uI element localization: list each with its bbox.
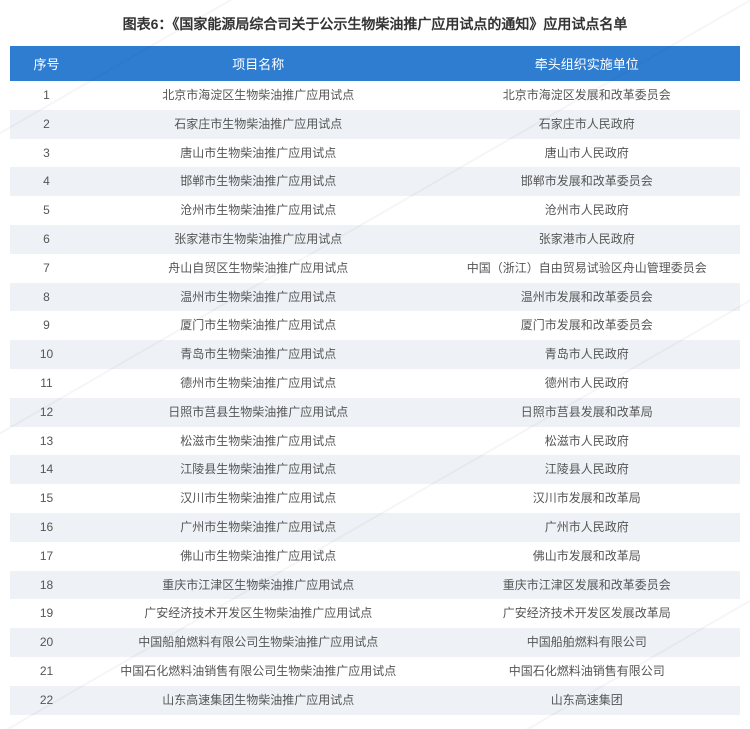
table-row: 5沧州市生物柴油推广应用试点沧州市人民政府 (10, 196, 740, 225)
table-body: 1北京市海淀区生物柴油推广应用试点北京市海淀区发展和改革委员会2石家庄市生物柴油… (10, 81, 740, 715)
cell-organization: 北京市海淀区发展和改革委员会 (433, 81, 740, 110)
table-row: 22山东高速集团生物柴油推广应用试点山东高速集团 (10, 686, 740, 715)
table-row: 2石家庄市生物柴油推广应用试点石家庄市人民政府 (10, 110, 740, 139)
cell-index: 9 (10, 311, 83, 340)
cell-organization: 江陵县人民政府 (433, 455, 740, 484)
table-row: 4邯郸市生物柴油推广应用试点邯郸市发展和改革委员会 (10, 167, 740, 196)
cell-organization: 青岛市人民政府 (433, 340, 740, 369)
table-row: 8温州市生物柴油推广应用试点温州市发展和改革委员会 (10, 283, 740, 312)
table-row: 7舟山自贸区生物柴油推广应用试点中国（浙江）自由贸易试验区舟山管理委员会 (10, 254, 740, 283)
cell-organization: 松滋市人民政府 (433, 427, 740, 456)
cell-index: 13 (10, 427, 83, 456)
cell-index: 4 (10, 167, 83, 196)
cell-project-name: 山东高速集团生物柴油推广应用试点 (83, 686, 433, 715)
table-row: 13松滋市生物柴油推广应用试点松滋市人民政府 (10, 427, 740, 456)
table-row: 16广州市生物柴油推广应用试点广州市人民政府 (10, 513, 740, 542)
cell-project-name: 广州市生物柴油推广应用试点 (83, 513, 433, 542)
cell-index: 11 (10, 369, 83, 398)
cell-project-name: 江陵县生物柴油推广应用试点 (83, 455, 433, 484)
col-header-index: 序号 (10, 46, 83, 81)
cell-organization: 汉川市发展和改革局 (433, 484, 740, 513)
cell-project-name: 邯郸市生物柴油推广应用试点 (83, 167, 433, 196)
table-row: 11德州市生物柴油推广应用试点德州市人民政府 (10, 369, 740, 398)
table-row: 15汉川市生物柴油推广应用试点汉川市发展和改革局 (10, 484, 740, 513)
chart-title: 图表6：《国家能源局综合司关于公示生物柴油推广应用试点的通知》应用试点名单 (10, 14, 740, 34)
table-row: 17佛山市生物柴油推广应用试点佛山市发展和改革局 (10, 542, 740, 571)
cell-organization: 邯郸市发展和改革委员会 (433, 167, 740, 196)
cell-project-name: 温州市生物柴油推广应用试点 (83, 283, 433, 312)
table-header-row: 序号 项目名称 牵头组织实施单位 (10, 46, 740, 81)
cell-project-name: 中国石化燃料油销售有限公司生物柴油推广应用试点 (83, 657, 433, 686)
cell-project-name: 张家港市生物柴油推广应用试点 (83, 225, 433, 254)
cell-organization: 中国石化燃料油销售有限公司 (433, 657, 740, 686)
table-row: 21中国石化燃料油销售有限公司生物柴油推广应用试点中国石化燃料油销售有限公司 (10, 657, 740, 686)
cell-project-name: 汉川市生物柴油推广应用试点 (83, 484, 433, 513)
cell-organization: 唐山市人民政府 (433, 139, 740, 168)
cell-organization: 广州市人民政府 (433, 513, 740, 542)
cell-project-name: 北京市海淀区生物柴油推广应用试点 (83, 81, 433, 110)
col-header-project-name: 项目名称 (83, 46, 433, 81)
cell-index: 18 (10, 571, 83, 600)
cell-project-name: 松滋市生物柴油推广应用试点 (83, 427, 433, 456)
cell-organization: 厦门市发展和改革委员会 (433, 311, 740, 340)
cell-index: 1 (10, 81, 83, 110)
cell-index: 14 (10, 455, 83, 484)
cell-project-name: 中国船舶燃料有限公司生物柴油推广应用试点 (83, 628, 433, 657)
cell-organization: 德州市人民政府 (433, 369, 740, 398)
cell-project-name: 日照市莒县生物柴油推广应用试点 (83, 398, 433, 427)
cell-index: 5 (10, 196, 83, 225)
cell-index: 20 (10, 628, 83, 657)
cell-project-name: 佛山市生物柴油推广应用试点 (83, 542, 433, 571)
cell-index: 15 (10, 484, 83, 513)
table-row: 14江陵县生物柴油推广应用试点江陵县人民政府 (10, 455, 740, 484)
cell-index: 3 (10, 139, 83, 168)
cell-index: 7 (10, 254, 83, 283)
cell-index: 16 (10, 513, 83, 542)
cell-organization: 佛山市发展和改革局 (433, 542, 740, 571)
cell-index: 19 (10, 599, 83, 628)
table-row: 20中国船舶燃料有限公司生物柴油推广应用试点中国船舶燃料有限公司 (10, 628, 740, 657)
table-row: 10青岛市生物柴油推广应用试点青岛市人民政府 (10, 340, 740, 369)
cell-organization: 温州市发展和改革委员会 (433, 283, 740, 312)
cell-project-name: 德州市生物柴油推广应用试点 (83, 369, 433, 398)
cell-organization: 石家庄市人民政府 (433, 110, 740, 139)
table-row: 1北京市海淀区生物柴油推广应用试点北京市海淀区发展和改革委员会 (10, 81, 740, 110)
cell-project-name: 石家庄市生物柴油推广应用试点 (83, 110, 433, 139)
table-row: 6张家港市生物柴油推广应用试点张家港市人民政府 (10, 225, 740, 254)
col-header-organization: 牵头组织实施单位 (433, 46, 740, 81)
cell-index: 22 (10, 686, 83, 715)
cell-index: 12 (10, 398, 83, 427)
table-row: 9厦门市生物柴油推广应用试点厦门市发展和改革委员会 (10, 311, 740, 340)
pilot-list-table: 序号 项目名称 牵头组织实施单位 1北京市海淀区生物柴油推广应用试点北京市海淀区… (10, 46, 740, 715)
cell-project-name: 舟山自贸区生物柴油推广应用试点 (83, 254, 433, 283)
cell-index: 2 (10, 110, 83, 139)
cell-index: 10 (10, 340, 83, 369)
table-row: 3唐山市生物柴油推广应用试点唐山市人民政府 (10, 139, 740, 168)
cell-index: 21 (10, 657, 83, 686)
table-row: 19广安经济技术开发区生物柴油推广应用试点广安经济技术开发区发展改革局 (10, 599, 740, 628)
table-row: 12日照市莒县生物柴油推广应用试点日照市莒县发展和改革局 (10, 398, 740, 427)
cell-project-name: 沧州市生物柴油推广应用试点 (83, 196, 433, 225)
cell-project-name: 唐山市生物柴油推广应用试点 (83, 139, 433, 168)
cell-project-name: 厦门市生物柴油推广应用试点 (83, 311, 433, 340)
cell-index: 8 (10, 283, 83, 312)
cell-organization: 广安经济技术开发区发展改革局 (433, 599, 740, 628)
cell-organization: 张家港市人民政府 (433, 225, 740, 254)
table-row: 18重庆市江津区生物柴油推广应用试点重庆市江津区发展和改革委员会 (10, 571, 740, 600)
cell-organization: 重庆市江津区发展和改革委员会 (433, 571, 740, 600)
cell-organization: 中国船舶燃料有限公司 (433, 628, 740, 657)
cell-project-name: 重庆市江津区生物柴油推广应用试点 (83, 571, 433, 600)
cell-index: 17 (10, 542, 83, 571)
cell-organization: 沧州市人民政府 (433, 196, 740, 225)
cell-project-name: 广安经济技术开发区生物柴油推广应用试点 (83, 599, 433, 628)
cell-project-name: 青岛市生物柴油推广应用试点 (83, 340, 433, 369)
cell-organization: 山东高速集团 (433, 686, 740, 715)
cell-organization: 中国（浙江）自由贸易试验区舟山管理委员会 (433, 254, 740, 283)
cell-organization: 日照市莒县发展和改革局 (433, 398, 740, 427)
cell-index: 6 (10, 225, 83, 254)
